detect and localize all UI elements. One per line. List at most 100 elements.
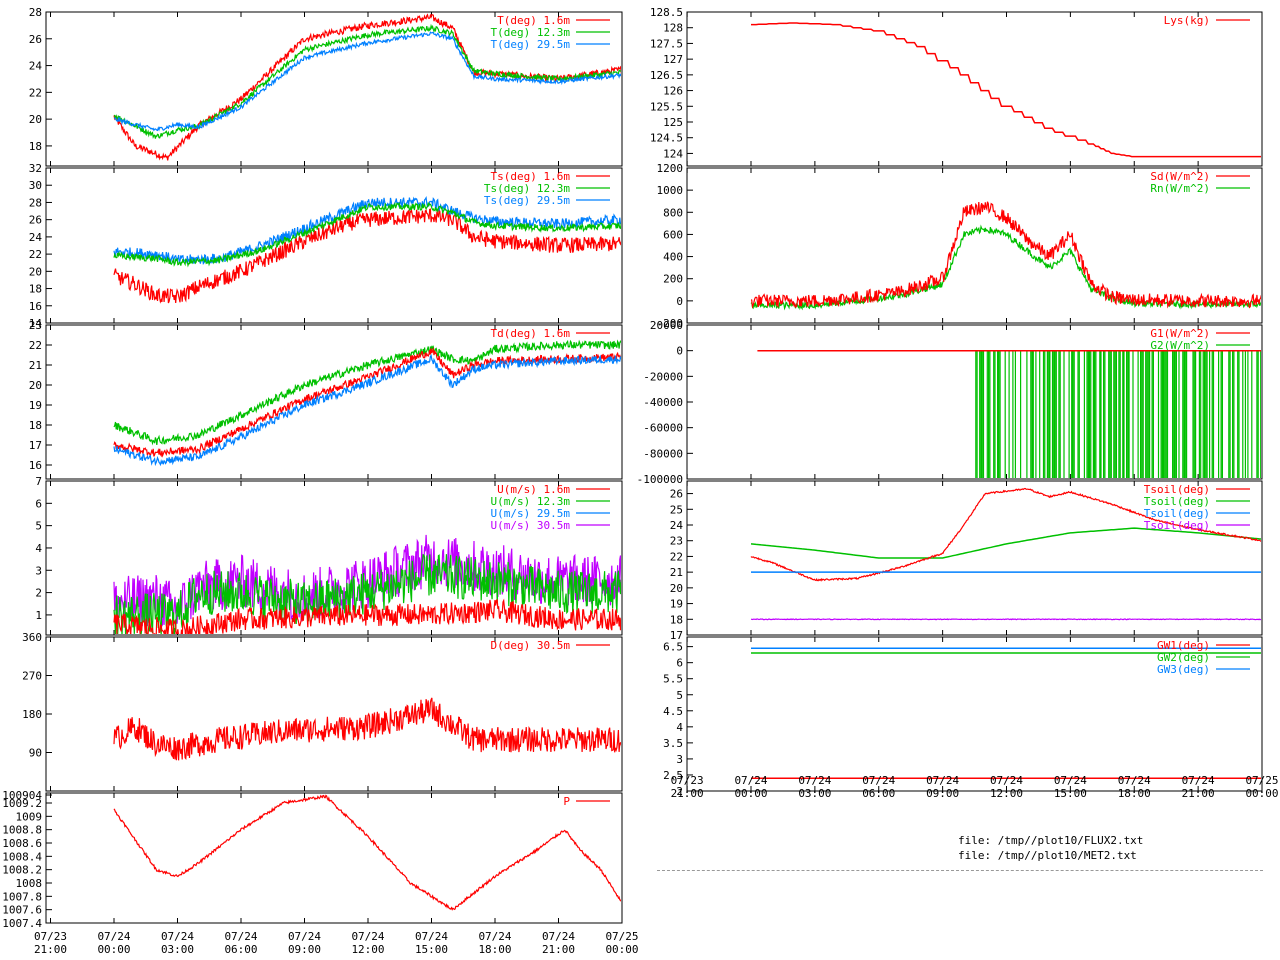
legend-label: Lys(kg) (1164, 14, 1210, 27)
series-line-1 (113, 196, 621, 266)
y-tick-label: 19 (29, 399, 42, 412)
legend-label: GW1(deg) (1157, 639, 1210, 652)
x-tick-label-time: 12:00 (351, 943, 384, 956)
y-tick-label: 32 (29, 162, 42, 175)
x-tick-label-date: 07/24 (478, 930, 511, 943)
x-tick-label-date: 07/23 (671, 774, 704, 787)
y-tick-label: -80000 (643, 447, 683, 460)
y-tick-label: 18 (29, 283, 42, 296)
series-line-2 (113, 201, 621, 268)
legend-label: Tsoil(deg) (1144, 483, 1210, 496)
series-line-2 (113, 31, 621, 132)
y-tick-label: 5 (35, 520, 42, 533)
y-tick-label: 26 (29, 214, 42, 227)
x-tick-label-time: 06:00 (224, 943, 257, 956)
plot-frame (45, 480, 623, 636)
panel-Td: 16 17 18 19 20 21 22 23 Td(deg) 1.6m (29, 319, 623, 480)
x-tick-label-date: 07/24 (734, 774, 767, 787)
y-tick-label: 24 (29, 60, 43, 73)
y-tick-label: 3 (676, 753, 683, 766)
x-tick-label-time: 18:00 (478, 943, 511, 956)
panel-Lys: 124 124.5 125 125.5 126 126.5 127 127.5 128 128.5… (650, 6, 1263, 167)
y-tick-label: 16 (29, 459, 42, 472)
y-tick-label: 5 (676, 689, 683, 702)
footer-separator (657, 870, 1263, 871)
plot-frame (686, 480, 1263, 636)
plot-frame (45, 324, 623, 480)
y-tick-label: 6 (676, 657, 683, 670)
y-tick-label: 90 (29, 747, 42, 760)
y-tick-label: 125.5 (650, 100, 683, 113)
panel-T: 18 20 22 24 26 28 T(deg) 1.6mT(deg) 12.3mT(deg… (29, 6, 623, 167)
legend-label: Tsoil(deg) (1144, 507, 1210, 520)
legend-label: GW3(deg) (1157, 663, 1210, 676)
legend-label: T(deg) 29.5m (491, 38, 571, 51)
y-tick-label: 1007.8 (2, 890, 42, 903)
plot-area (751, 22, 1261, 158)
x-tick-label-date: 07/24 (288, 930, 321, 943)
y-tick-label: 360 (22, 631, 42, 644)
series-line-1 (750, 487, 1261, 582)
y-tick-label: 18 (29, 140, 42, 153)
y-tick-label: 6 (35, 497, 42, 510)
legend-label: U(m/s) 12.3m (491, 495, 571, 508)
y-tick-label: 23 (29, 319, 42, 332)
x-tick-label-date: 07/24 (1054, 774, 1087, 787)
y-tick-label: 2.5 (663, 769, 683, 782)
panel-U: 1 2 3 4 5 6 7 U(m/s) 1.6mU(m/s) 12.3mU(m/s) 29.… (35, 475, 623, 636)
plot-frame (686, 636, 1263, 792)
y-tick-label: 1008.6 (2, 837, 42, 850)
plot-frame (686, 11, 1263, 167)
y-tick-label: 400 (663, 251, 683, 264)
legend-label: Td(deg) 1.6m (491, 327, 571, 340)
y-tick-label: 4 (35, 542, 42, 555)
y-tick-label: 18 (29, 419, 42, 432)
y-tick-label: 28 (29, 196, 42, 209)
y-tick-label: 22 (670, 550, 683, 563)
y-tick-label: 17 (670, 629, 683, 642)
y-tick-label: 200 (663, 273, 683, 286)
x-tick-label-time: 03:00 (161, 943, 194, 956)
time-axis: 07/2321:0007/2400:0007/2403:0007/2406:00… (671, 774, 1279, 800)
y-tick-label: 1200 (657, 162, 684, 175)
y-tick-label: 128.5 (650, 6, 683, 19)
panel-GW: 2 2.5 3 3.5 4 4.5 5 5.5 6 6.5 GW1(deg)GW2(deg)GW3(… (663, 636, 1263, 798)
plot-area (751, 647, 1261, 779)
y-tick-label: 0 (676, 345, 683, 358)
x-tick-label-date: 07/24 (862, 774, 895, 787)
y-tick-label: 128 (663, 22, 683, 35)
y-tick-label: 800 (663, 206, 683, 219)
panel-D: 90 180 270 360 D(deg) 30.5m (22, 631, 623, 792)
plot-area (113, 697, 621, 761)
y-tick-label: 1008.8 (2, 824, 42, 837)
legend-label: P (563, 795, 570, 808)
y-tick-label: 19 (670, 598, 683, 611)
y-tick-label: 7 (35, 475, 42, 488)
x-tick-label-date: 07/24 (351, 930, 384, 943)
series-line-0 (113, 697, 621, 761)
y-tick-label: 20 (29, 113, 42, 126)
series-line-0 (113, 794, 621, 911)
legend-label: Sd(W/m^2) (1150, 170, 1210, 183)
series-line-1 (750, 201, 1261, 310)
y-tick-label: -60000 (643, 422, 683, 435)
x-tick-label-date: 07/24 (161, 930, 194, 943)
y-tick-label: 30 (29, 179, 42, 192)
series-line-0 (751, 22, 1261, 158)
y-tick-label: 1007.6 (2, 904, 42, 917)
x-tick-label-date: 07/24 (1118, 774, 1151, 787)
y-tick-label: 1009 (16, 810, 43, 823)
y-tick-label: 20000 (650, 319, 683, 332)
series-line-0 (113, 339, 621, 446)
x-tick-label-time: 21:00 (34, 943, 67, 956)
x-tick-label-time: 03:00 (798, 787, 831, 800)
x-tick-label-time: 21:00 (542, 943, 575, 956)
y-tick-label: 180 (22, 708, 42, 721)
y-tick-label: 1009.2 (2, 797, 42, 810)
y-tick-label: 16 (29, 300, 42, 313)
series-g2 (975, 350, 1261, 478)
x-tick-label-date: 07/24 (1182, 774, 1215, 787)
y-tick-label: 6.5 (663, 641, 683, 654)
x-tick-label-date: 07/23 (34, 930, 67, 943)
y-tick-label: 3 (35, 564, 42, 577)
